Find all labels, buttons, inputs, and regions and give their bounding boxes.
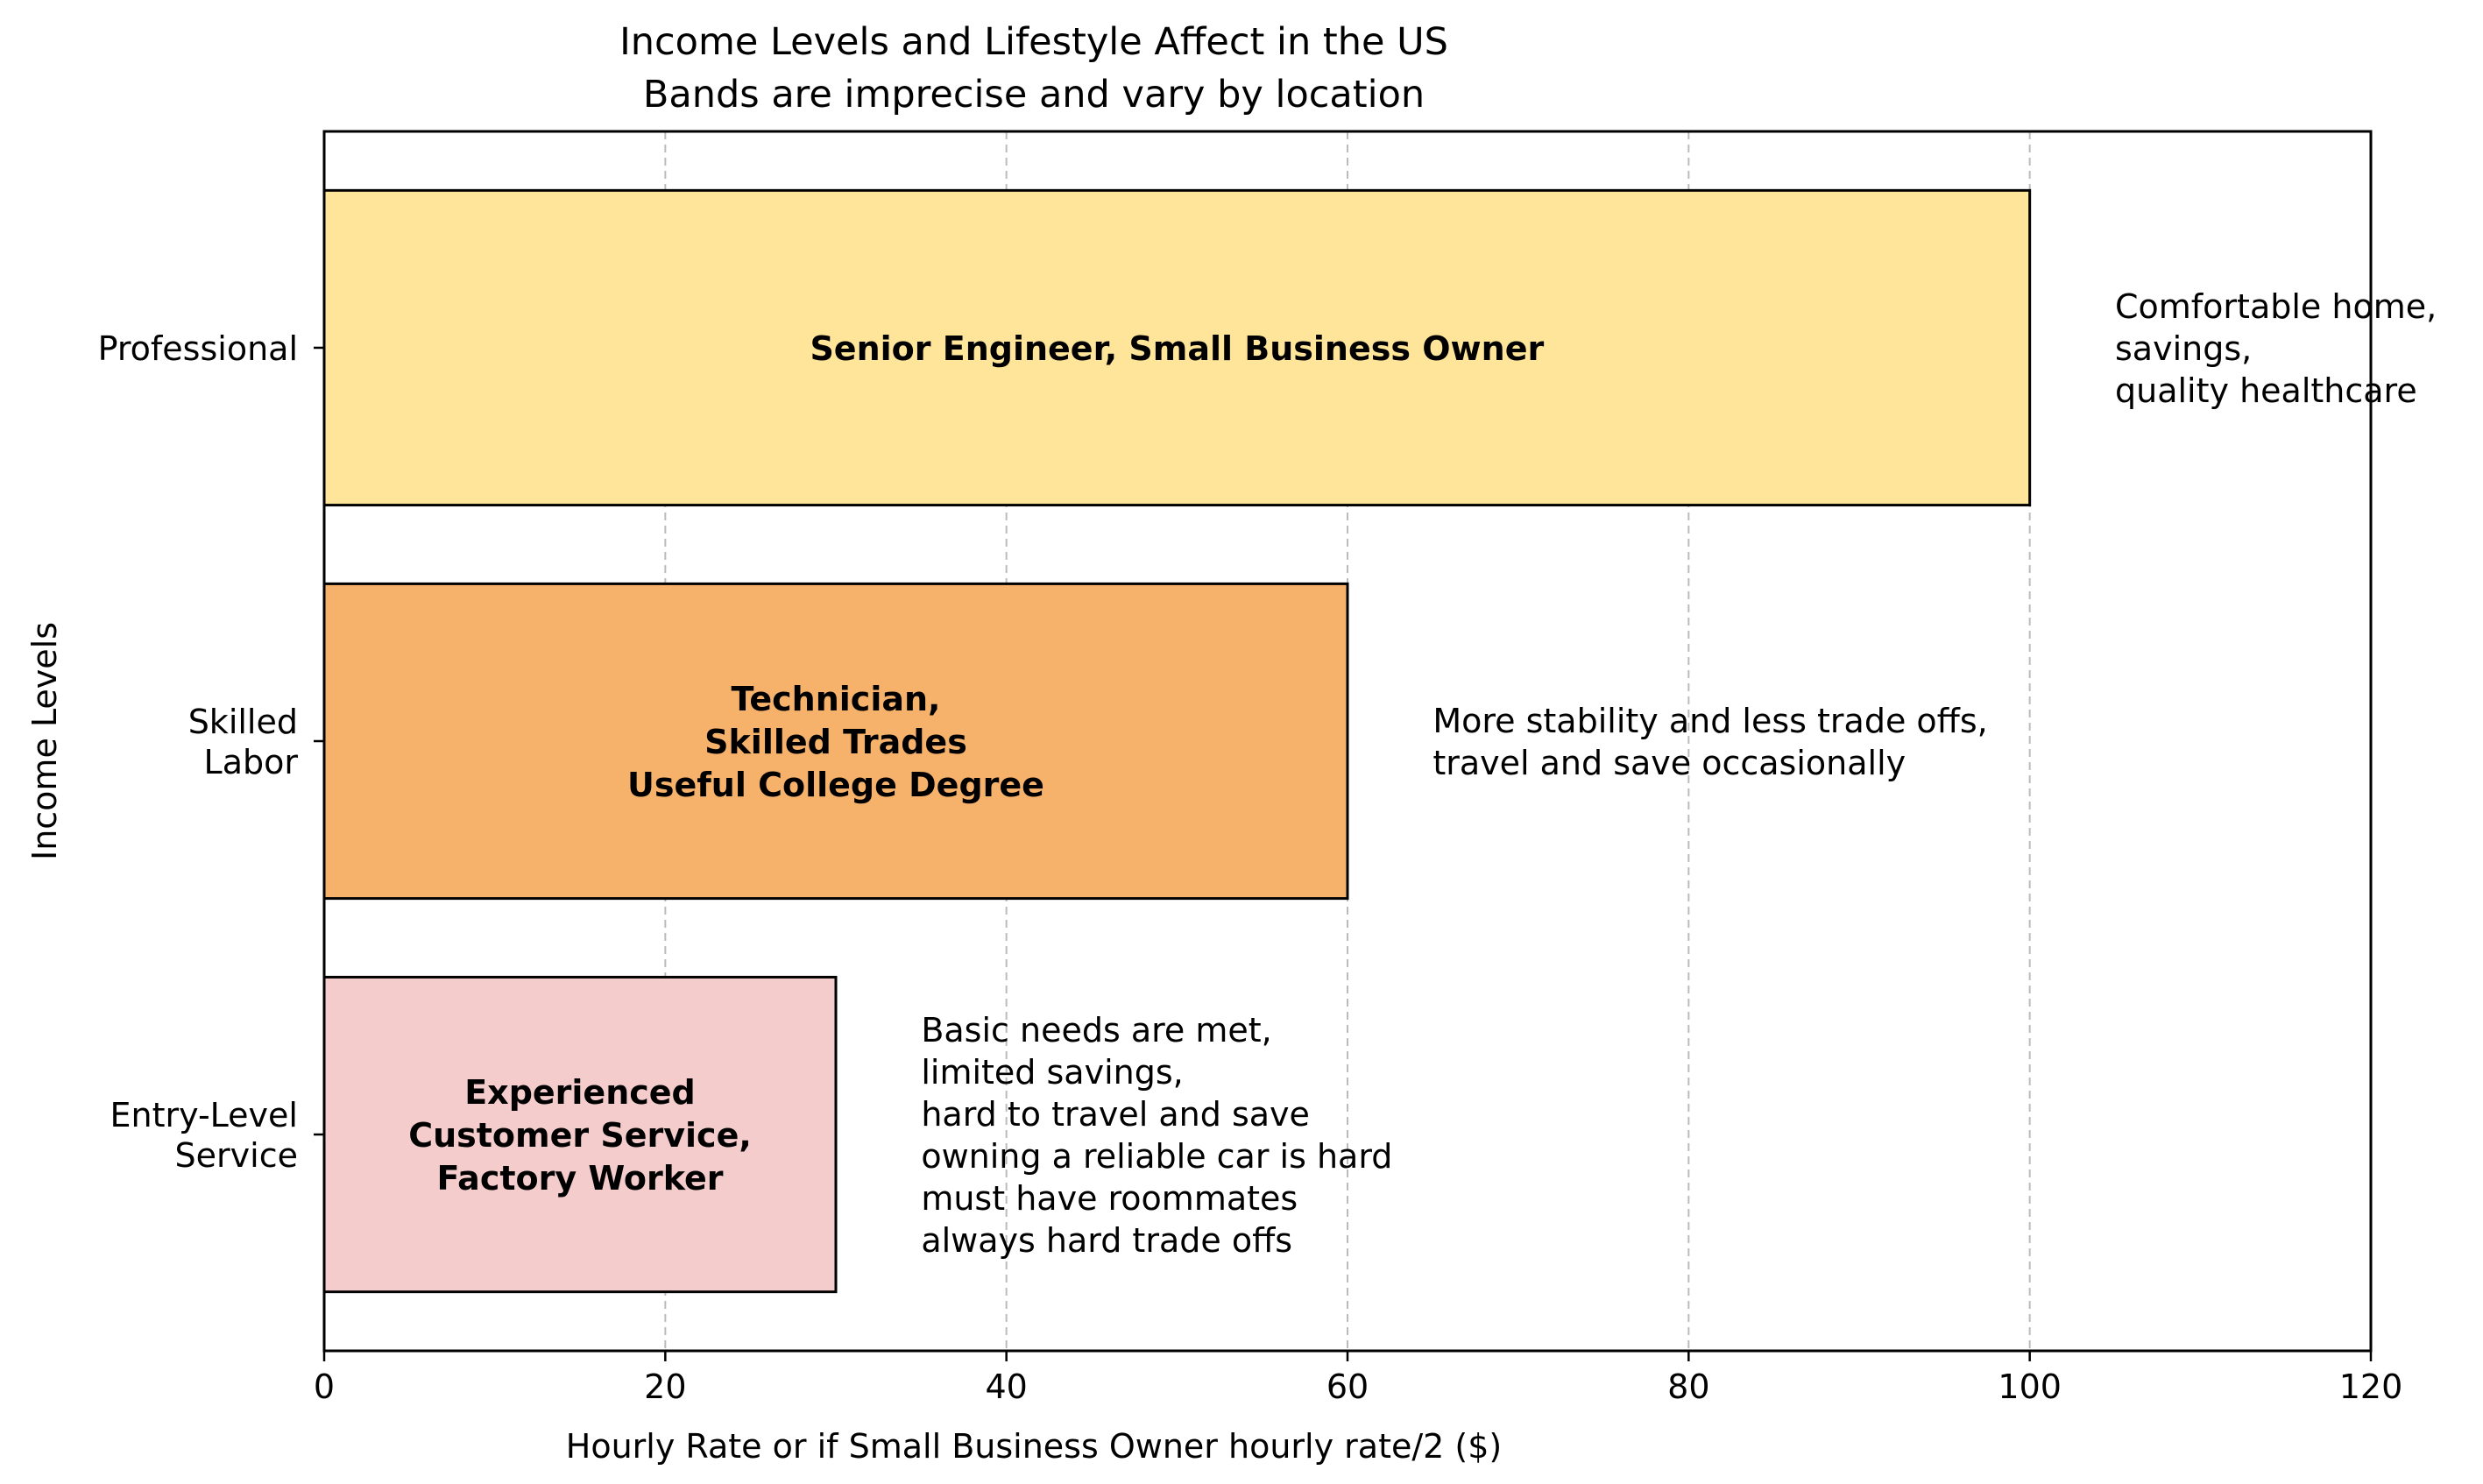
y-tick-label: Skilled (188, 703, 298, 741)
bar-label: Useful College Degree (627, 766, 1044, 804)
bar-label: Senior Engineer, Small Business Owner (810, 329, 1544, 368)
bar-label: Skilled Trades (704, 723, 967, 761)
bar-label: Experienced (464, 1073, 696, 1112)
x-tick-label: 80 (1667, 1367, 1709, 1406)
x-axis-label: Hourly Rate or if Small Business Owner h… (566, 1427, 1503, 1466)
bar (322, 582, 1349, 901)
bar-label: Technician, (732, 680, 941, 718)
bar-note: hard to travel and save (921, 1095, 1310, 1134)
bar-label: Factory Worker (436, 1159, 723, 1198)
bar-note: Basic needs are met, (921, 1011, 1271, 1049)
x-tick-label: 40 (985, 1367, 1027, 1406)
x-tick-label: 120 (2339, 1367, 2403, 1406)
chart-subtitle: Bands are imprecise and vary by location (643, 73, 1425, 117)
bars-group: Experienced Customer Service, Factory Work… (322, 188, 2032, 1294)
bar-note: always hard trade offs (921, 1221, 1292, 1260)
notes-group: Basic needs are met, limited savings,hard… (921, 287, 2437, 1260)
y-tick-label: Professional (98, 329, 298, 368)
x-tick-label: 20 (644, 1367, 686, 1406)
bar (322, 975, 838, 1294)
bar-note: More stability and less trade offs, (1432, 702, 1987, 740)
y-tick-label: Labor (204, 743, 299, 781)
y-tick-label: Entry-Level (110, 1096, 298, 1134)
bar-note: savings, (2115, 329, 2252, 368)
bar-note: travel and save occasionally (1432, 744, 1906, 782)
y-tick-label: Service (175, 1136, 298, 1175)
x-tick-label: 100 (1998, 1367, 2062, 1406)
x-tick-label: 60 (1326, 1367, 1369, 1406)
x-tick-label: 0 (314, 1367, 335, 1406)
bar-note: owning a reliable car is hard (921, 1137, 1392, 1176)
bar-note: Comfortable home, (2115, 287, 2437, 326)
x-axis-ticks: 0 20 40 60 80 100 120 (314, 1351, 2402, 1406)
bar-note: limited savings, (921, 1053, 1183, 1092)
bar-note: must have roommates (921, 1179, 1298, 1218)
bar-label: Customer Service, (408, 1116, 752, 1155)
chart-title: Income Levels and Lifestyle Affect in th… (619, 20, 1448, 64)
bar-note: quality healthcare (2115, 371, 2417, 410)
bar (322, 188, 2032, 507)
y-axis-label: Income Levels (25, 622, 64, 860)
